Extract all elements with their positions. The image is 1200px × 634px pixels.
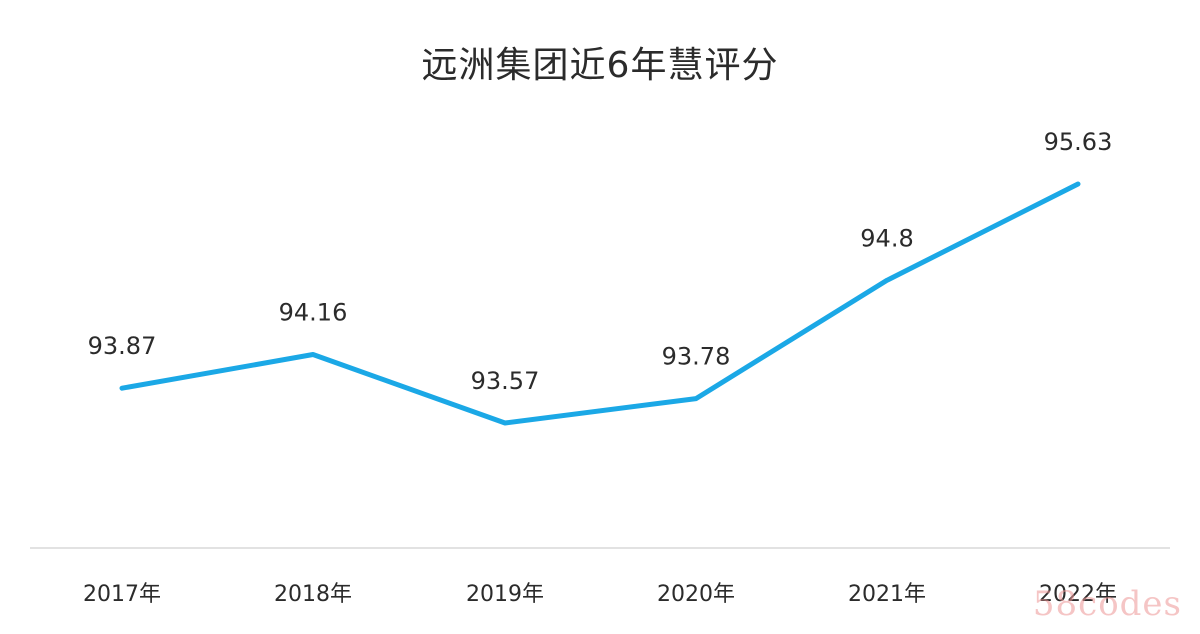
x-tick-label: 2019年: [466, 582, 544, 607]
data-labels: 93.87 94.16 93.57 93.78 94.8 95.63: [88, 128, 1113, 395]
x-tick-label: 2017年: [83, 582, 161, 607]
data-label: 93.57: [471, 367, 540, 395]
x-tick-label: 2022年: [1039, 582, 1117, 607]
x-tick-labels: 2017年 2018年 2019年 2020年 2021年 2022年: [83, 582, 1117, 607]
x-tick-label: 2021年: [848, 582, 926, 607]
x-tick-label: 2020年: [657, 582, 735, 607]
x-tick-label: 2018年: [274, 582, 352, 607]
series-line: [119, 181, 1081, 426]
data-label: 95.63: [1044, 128, 1113, 156]
chart-title: 远洲集团近6年慧评分: [421, 45, 779, 86]
data-label: 93.78: [662, 343, 731, 371]
watermark: 58codes: [1032, 584, 1182, 624]
data-label: 94.8: [860, 224, 913, 252]
data-label: 93.87: [88, 332, 157, 360]
data-label: 94.16: [279, 299, 348, 327]
